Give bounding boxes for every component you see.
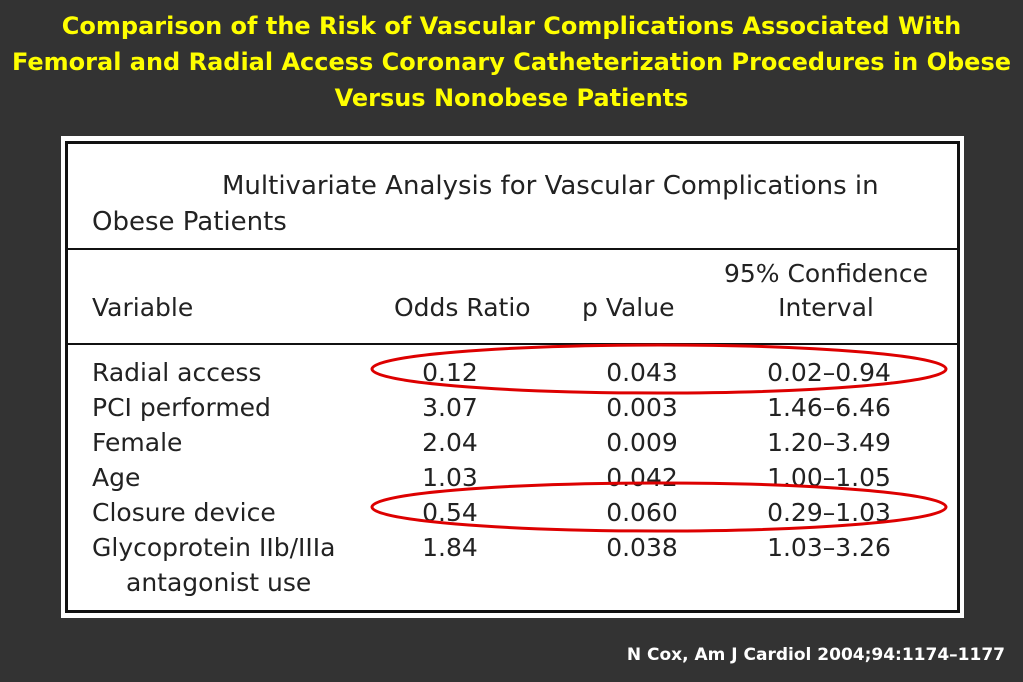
header-odds-ratio: Odds Ratio — [394, 293, 531, 322]
row-odds-ratio: 2.04 — [422, 428, 478, 457]
header-variable: Variable — [92, 293, 194, 322]
row-variable: Closure device — [92, 498, 276, 527]
row-confidence-interval: 1.46–6.46 — [767, 393, 891, 422]
row-p-value: 0.009 — [606, 428, 678, 457]
header-confidence-interval: 95% Confidence Interval — [723, 259, 929, 322]
header-p-value: p Value — [582, 293, 675, 322]
header-rule — [68, 343, 957, 345]
citation: N Cox, Am J Cardiol 2004;94:1174–1177 — [626, 645, 1005, 665]
row-confidence-interval: 1.03–3.26 — [767, 533, 891, 562]
row-p-value: 0.042 — [606, 463, 678, 492]
caption-rule — [68, 248, 957, 250]
row-odds-ratio: 1.84 — [422, 533, 478, 562]
row-p-value: 0.038 — [606, 533, 678, 562]
slide-title: Comparison of the Risk of Vascular Compl… — [11, 12, 1012, 112]
table-caption: Multivariate Analysis for Vascular Compl… — [92, 171, 879, 237]
table-box: Multivariate Analysis for Vascular Compl… — [65, 141, 960, 613]
row-odds-ratio: 0.54 — [422, 498, 478, 527]
row-odds-ratio: 3.07 — [422, 393, 478, 422]
row-confidence-interval: 0.29–1.03 — [767, 498, 891, 527]
row-p-value: 0.003 — [606, 393, 678, 422]
row-variable: Glycoprotein IIb/IIIa — [92, 533, 336, 562]
row-odds-ratio: 0.12 — [422, 358, 478, 387]
row-confidence-interval: 1.20–3.49 — [767, 428, 891, 457]
row-variable: PCI performed — [92, 393, 271, 422]
row-confidence-interval: 1.00–1.05 — [767, 463, 891, 492]
table-image: Multivariate Analysis for Vascular Compl… — [61, 136, 964, 618]
row-confidence-interval: 0.02–0.94 — [767, 358, 891, 387]
row-odds-ratio: 1.03 — [422, 463, 478, 492]
row-p-value: 0.060 — [606, 498, 678, 527]
row-p-value: 0.043 — [606, 358, 678, 387]
row-variable: Radial access — [92, 358, 262, 387]
row-variable-continued: antagonist use — [126, 568, 312, 597]
row-variable: Female — [92, 428, 183, 457]
row-variable: Age — [92, 463, 141, 492]
